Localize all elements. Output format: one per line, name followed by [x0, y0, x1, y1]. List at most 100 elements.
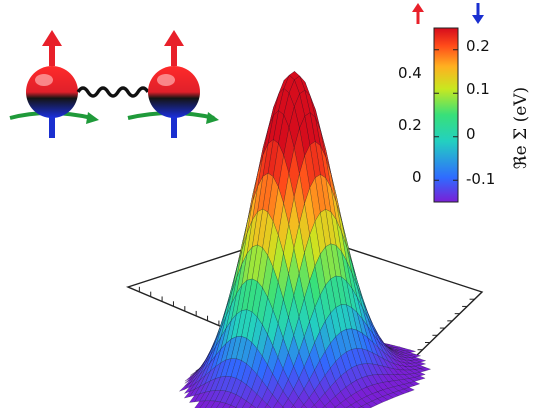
surface-patch — [366, 336, 379, 357]
surface-patch — [366, 363, 379, 376]
surface-patch — [330, 243, 342, 278]
colorbar-tick-label-0: 0 — [466, 125, 476, 143]
surface-patch — [311, 404, 318, 408]
surface-patch — [351, 306, 363, 334]
surface-patch — [414, 361, 427, 366]
spring-coupling-icon — [76, 86, 150, 98]
surface-patch — [334, 402, 346, 408]
surface-patch — [408, 377, 421, 382]
surface-patch — [303, 321, 315, 356]
surface-patch — [314, 211, 326, 256]
surface-patch — [251, 348, 263, 375]
surface-patch — [408, 365, 422, 370]
surface-patch — [293, 128, 305, 174]
surface-patch — [314, 140, 327, 179]
surface-patch — [393, 374, 405, 381]
surface-patch — [351, 328, 363, 350]
spin-sphere-left-icon — [9, 30, 99, 138]
surface-patch — [252, 154, 264, 202]
surface-patch — [319, 284, 331, 322]
surface-patch — [413, 375, 426, 381]
surface-patch — [335, 244, 347, 282]
surface-patch — [383, 343, 395, 357]
surface-patch — [372, 342, 384, 360]
surface-patch — [329, 380, 341, 397]
surface-patch — [356, 377, 368, 390]
surface-patch — [231, 264, 243, 305]
z-tick-label-0.4: 0.4 — [398, 64, 422, 82]
surface-patch — [314, 253, 326, 296]
surface-patch — [388, 347, 400, 355]
colorbar-tick-label-0.1: 0.1 — [466, 80, 490, 98]
surface-patch — [403, 365, 416, 371]
surface-patch — [225, 336, 237, 361]
surface-patch — [345, 367, 357, 384]
surface-patch — [319, 350, 331, 376]
surface-patch — [403, 382, 416, 388]
surface-patch — [330, 275, 342, 308]
z-tick-label-0: 0 — [412, 168, 422, 186]
surface-patch — [372, 324, 384, 345]
surface-patch — [226, 268, 238, 309]
z-tick-label-0.2: 0.2 — [398, 116, 422, 134]
surface-patch — [293, 397, 305, 408]
surface-patch — [377, 382, 389, 391]
surface-patch — [319, 246, 331, 286]
surface-patch — [228, 404, 237, 408]
colorbar-tick-label-neg0.1: -0.1 — [466, 170, 495, 188]
surface-patch — [288, 334, 300, 368]
surface-patch — [382, 357, 395, 370]
surface-patch — [356, 297, 368, 327]
surface-patch — [268, 93, 280, 128]
surface-patch — [387, 380, 400, 388]
surface-patch — [325, 177, 337, 220]
surface-patch — [277, 299, 289, 340]
surface-patch — [189, 374, 201, 388]
surface-patch — [403, 387, 415, 393]
surface-patch — [377, 340, 389, 357]
surface-patch — [362, 297, 374, 326]
surface-patch — [393, 368, 405, 375]
colorbar-tick-label-0.2: 0.2 — [466, 37, 490, 55]
surface-patch — [299, 75, 311, 96]
surface-patch — [230, 377, 242, 396]
surface-patch — [383, 342, 395, 354]
surface-patch — [300, 404, 308, 408]
surface-patch — [356, 348, 368, 365]
surface-patch — [299, 115, 311, 157]
spin-up-arrow-icon — [412, 3, 424, 24]
surface-patch — [382, 365, 395, 375]
surface-plot — [179, 71, 432, 408]
surface-patch — [392, 390, 405, 397]
spin-pair-inset — [9, 30, 219, 138]
surface-patch — [345, 404, 356, 408]
surface-patch — [383, 346, 395, 360]
surface-patch — [303, 379, 315, 399]
surface-patch — [377, 354, 389, 368]
surface-patch — [340, 371, 352, 388]
surface-patch — [249, 404, 257, 408]
surface-patch — [290, 404, 297, 408]
surface-patch — [346, 260, 358, 298]
surface-patch — [340, 304, 352, 330]
colorbar-axis-label: ℜe Σ (eV) — [511, 87, 531, 169]
colorbar-ticks — [434, 49, 458, 181]
surface-patch — [366, 349, 379, 366]
surface-patch — [257, 247, 269, 289]
surface-patch — [341, 220, 353, 265]
surface-patch — [330, 174, 342, 221]
surface-patch — [409, 354, 422, 358]
surface-patch — [399, 354, 411, 358]
surface-patch — [414, 372, 426, 377]
spin-down-arrow-icon — [472, 3, 484, 24]
surface-patch — [272, 400, 284, 408]
surface-patch — [293, 173, 305, 225]
surface-patch — [351, 264, 363, 301]
surface-patch — [388, 351, 400, 362]
surface-patch — [199, 400, 211, 408]
surface-patch — [210, 400, 221, 408]
surface-patch — [320, 130, 332, 175]
surface-patch — [340, 276, 353, 309]
surface-patch — [341, 251, 353, 289]
surface-patch — [251, 244, 263, 282]
